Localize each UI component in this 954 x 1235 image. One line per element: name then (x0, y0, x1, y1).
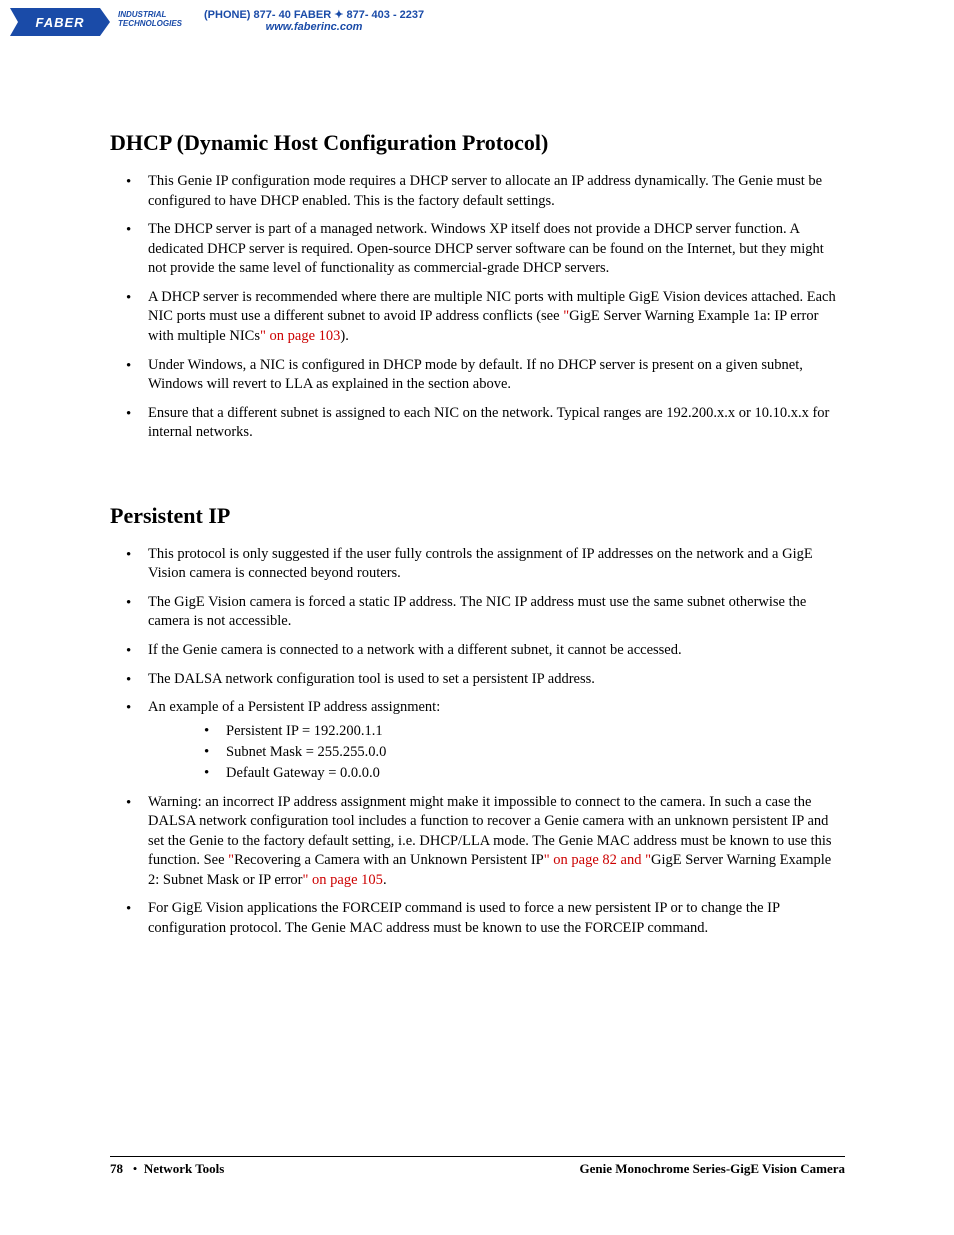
list-item: The DALSA network configuration tool is … (148, 670, 845, 690)
section-heading-dhcp: DHCP (Dynamic Host Configuration Protoco… (110, 130, 845, 156)
list-item: Under Windows, a NIC is configured in DH… (148, 356, 845, 395)
page-number: 78 (110, 1161, 123, 1176)
page-ref-red: " on page 105 (303, 872, 383, 888)
logo: FABER INDUSTRIAL TECHNOLOGIES (10, 8, 170, 40)
text: . (383, 872, 387, 888)
list-item: If the Genie camera is connected to a ne… (148, 641, 845, 661)
logo-subtitle: INDUSTRIAL TECHNOLOGIES (118, 11, 182, 29)
page-ref-red: " on page 103 (260, 328, 340, 344)
logo-text: FABER (35, 15, 84, 30)
list-item: Ensure that a different subnet is assign… (148, 404, 845, 443)
sub-item: Subnet Mask = 255.255.0.0 (226, 742, 845, 762)
contact-info: (PHONE) 877- 40 FABER ✦ 877- 403 - 2237 … (204, 8, 424, 33)
list-item: A DHCP server is recommended where there… (148, 288, 845, 347)
logo-sub-2: TECHNOLOGIES (118, 19, 182, 28)
list-item: This protocol is only suggested if the u… (148, 545, 845, 584)
list-item: The GigE Vision camera is forced a stati… (148, 593, 845, 632)
text: ). (340, 328, 348, 344)
page-header: FABER INDUSTRIAL TECHNOLOGIES (PHONE) 87… (10, 8, 424, 40)
list-item: The DHCP server is part of a managed net… (148, 220, 845, 279)
page-footer: 78 • Network Tools Genie Monochrome Seri… (110, 1156, 845, 1177)
and-red: and (617, 852, 645, 868)
list-item: An example of a Persistent IP address as… (148, 698, 845, 783)
logo-sub-1: INDUSTRIAL (118, 10, 166, 19)
phone-text: (PHONE) 877- 40 FABER ✦ 877- 403 - 2237 (204, 8, 424, 21)
list-item: For GigE Vision applications the FORCEIP… (148, 899, 845, 938)
sub-item: Persistent IP = 192.200.1.1 (226, 721, 845, 741)
section-heading-persistent-ip: Persistent IP (110, 503, 845, 529)
dhcp-list: This Genie IP configuration mode require… (110, 172, 845, 443)
page-ref-red: " on page 82 (544, 852, 617, 868)
text: An example of a Persistent IP address as… (148, 699, 440, 715)
persistent-ip-list: This protocol is only suggested if the u… (110, 545, 845, 939)
list-item: This Genie IP configuration mode require… (148, 172, 845, 211)
sub-item: Default Gateway = 0.0.0.0 (226, 763, 845, 783)
example-sublist: Persistent IP = 192.200.1.1 Subnet Mask … (148, 721, 845, 784)
website-text: www.faberinc.com (204, 21, 424, 33)
footer-right: Genie Monochrome Series-GigE Vision Came… (579, 1161, 845, 1177)
footer-bullet: • (126, 1161, 144, 1176)
cross-ref: Recovering a Camera with an Unknown Pers… (234, 852, 544, 868)
page-content: DHCP (Dynamic Host Configuration Protoco… (110, 130, 845, 948)
list-item: Warning: an incorrect IP address assignm… (148, 793, 845, 891)
footer-section: Network Tools (144, 1161, 225, 1176)
logo-shape: FABER (10, 8, 110, 36)
footer-left: 78 • Network Tools (110, 1161, 224, 1177)
